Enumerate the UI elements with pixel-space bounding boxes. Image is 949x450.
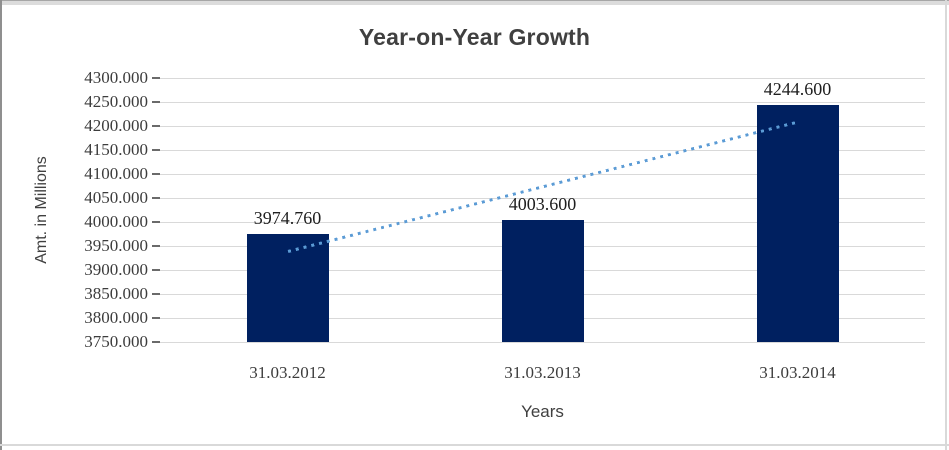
frame-border-left [0, 0, 2, 450]
y-tick-label: 4200.000 [84, 116, 148, 135]
y-axis-tick [152, 317, 160, 319]
y-axis-tick [152, 173, 160, 175]
bar-31.03.2013 [501, 220, 584, 342]
y-gridline [160, 197, 925, 199]
x-axis-title: Years [521, 402, 564, 421]
y-axis-tick [152, 197, 160, 199]
bar-31.03.2014 [756, 104, 839, 342]
y-axis-tick [152, 101, 160, 103]
y-axis-tick [152, 221, 160, 223]
data-label: 3974.760 [253, 208, 322, 229]
y-tick-label: 4250.000 [84, 92, 148, 111]
y-gridline [160, 341, 925, 343]
y-gridline [160, 149, 925, 151]
frame-border-top [0, 0, 949, 5]
data-label: 4244.600 [763, 78, 832, 99]
y-gridline [160, 77, 925, 79]
y-axis-tick [152, 77, 160, 79]
y-axis-tick [152, 341, 160, 343]
y-tick-label: 4150.000 [84, 140, 148, 159]
x-category-label: 31.03.2013 [504, 363, 581, 382]
chart-title: Year-on-Year Growth [358, 24, 591, 50]
y-tick-label: 3800.000 [84, 308, 148, 327]
y-axis-tick [152, 125, 160, 127]
y-tick-label: 4050.000 [84, 188, 148, 207]
y-axis-tick [152, 149, 160, 151]
y-gridline [160, 101, 925, 103]
frame-border-right [945, 0, 947, 450]
y-tick-label: 4000.000 [84, 212, 148, 231]
y-tick-label: 4300.000 [84, 68, 148, 87]
x-category-label: 31.03.2014 [759, 363, 836, 382]
y-gridline [160, 125, 925, 127]
y-axis-tick [152, 245, 160, 247]
frame-border-bottom [0, 444, 949, 446]
y-axis-tick [152, 269, 160, 271]
y-tick-label: 3850.000 [84, 284, 148, 303]
y-tick-label: 4100.000 [84, 164, 148, 183]
y-tick-label: 3750.000 [84, 332, 148, 351]
x-category-label: 31.03.2012 [249, 363, 326, 382]
y-tick-label: 3950.000 [84, 236, 148, 255]
data-label: 4003.600 [508, 194, 577, 215]
y-axis-tick [152, 293, 160, 295]
y-tick-label: 3900.000 [84, 260, 148, 279]
y-gridline [160, 173, 925, 175]
